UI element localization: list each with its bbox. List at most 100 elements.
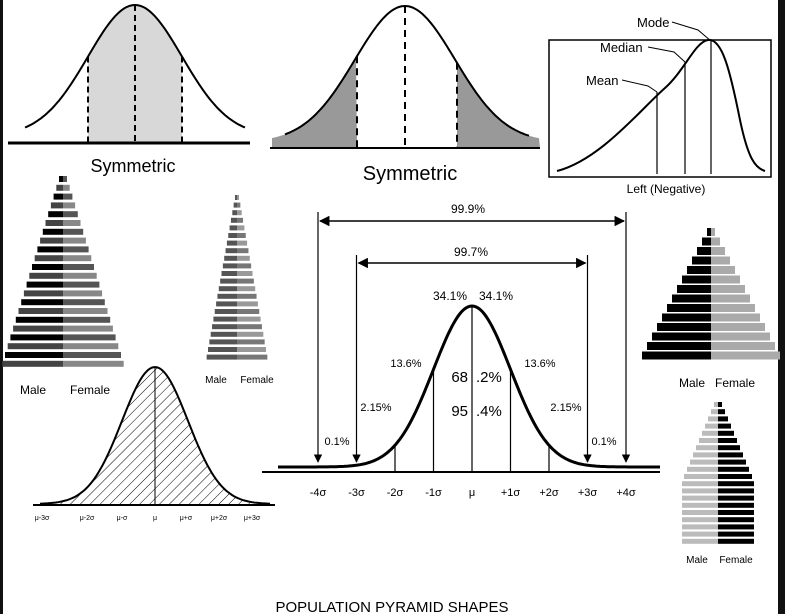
pyramid-bar <box>718 430 734 436</box>
pyramid-bar <box>63 272 97 279</box>
pyramid-bar <box>711 228 715 236</box>
label: Mode <box>637 15 670 30</box>
pyramid-bar <box>225 248 237 254</box>
pyramid-bar <box>682 510 718 515</box>
pyramid-bar <box>23 290 63 297</box>
pct-label: 34.1% <box>433 289 467 303</box>
pyramid-bar <box>18 308 63 314</box>
center-label: .2% <box>476 369 502 386</box>
label: Symmetric <box>91 156 176 176</box>
pyramid-bar <box>647 342 711 350</box>
pyramid-bar <box>714 402 718 407</box>
pyramid-bar <box>63 220 81 226</box>
pyramid-bar <box>63 343 119 350</box>
skew-curve <box>556 38 766 172</box>
pyramid-bar <box>711 266 735 274</box>
pyramid-bar <box>228 233 237 238</box>
pyramid-bar <box>657 323 711 331</box>
pyramid-bar <box>235 195 237 200</box>
pyramid-bar <box>718 488 754 494</box>
pyramid-bar <box>718 466 749 472</box>
label: Mean <box>586 73 619 88</box>
pyramid-bar <box>237 202 241 208</box>
pyramid-bar <box>237 278 254 284</box>
pyramid-bar <box>34 255 63 262</box>
pyramid-bar <box>237 354 268 360</box>
pyramid-bar <box>682 275 711 284</box>
pyramid-bar <box>696 445 718 451</box>
axis-label: +3σ <box>578 487 598 499</box>
pyramid-bar <box>652 332 711 341</box>
pyramid-bar <box>48 211 63 218</box>
frame <box>548 39 772 178</box>
pyramid-bar <box>682 531 718 537</box>
pyramid-bar <box>210 331 237 337</box>
pyramid-bar <box>711 342 775 350</box>
pyramid-bar <box>667 304 711 312</box>
pyramid-bar <box>718 409 725 415</box>
pyramid-bar <box>237 316 261 322</box>
label: Male <box>205 375 227 386</box>
axis-label: +2σ <box>539 487 559 499</box>
axis-label: μ-σ <box>117 515 128 522</box>
pyramid-bar <box>699 438 718 443</box>
pyramid-bar <box>15 316 64 323</box>
pyramid-bar <box>218 286 237 292</box>
pyramid-bar <box>224 255 237 261</box>
pyramid-bar <box>237 309 260 314</box>
pyramid-bar <box>708 416 718 422</box>
pyramid-bar <box>237 263 252 269</box>
pyramid-bar <box>237 293 257 299</box>
pyramid-bar <box>711 247 725 255</box>
shapes: μ-3σ μ-2σ μ-σ μ μ+σ μ+2σ μ+3σ -4σ -3σ -2σ -1σ μ +1σ +… <box>2 3 780 544</box>
pyramid-bar <box>682 538 718 544</box>
pyramid-bar <box>711 323 765 331</box>
pyramid-bar <box>63 316 111 323</box>
pyramid-bar <box>693 452 718 458</box>
pyramid-bar <box>63 308 108 314</box>
tail-left <box>272 57 357 148</box>
pct-label: 0.1% <box>324 436 349 448</box>
pyramid-bar <box>687 266 711 274</box>
pyramid-bar <box>642 351 711 360</box>
axis-label: μ+3σ <box>244 515 261 522</box>
pyramid-bar <box>63 228 84 235</box>
pyramid-bar <box>63 176 67 182</box>
pyramid-bar <box>707 228 711 236</box>
center-label: 68 <box>451 369 468 386</box>
pyramid-bar <box>237 331 264 337</box>
pyramid-bar <box>711 275 740 284</box>
pyramid-bar <box>220 278 237 284</box>
pyramid-bar <box>63 184 70 191</box>
pyramid-bar <box>684 474 718 479</box>
leader <box>671 21 712 42</box>
pyramid-bar <box>711 313 760 322</box>
pyramid-bar <box>697 247 711 255</box>
pyramid-bar <box>672 294 711 303</box>
pyramid-bar <box>705 423 718 429</box>
pyramid-bar <box>718 416 728 422</box>
shaded-area <box>88 5 182 143</box>
pyramid-bar <box>702 237 711 246</box>
pyramid-bar <box>63 193 73 200</box>
range-label: 99.9% <box>451 202 485 216</box>
pct-label: 2.15% <box>550 402 581 414</box>
pyramid-bar <box>237 217 244 223</box>
pyramid-bar <box>690 459 718 465</box>
pyramid-bar <box>718 459 746 465</box>
pyramid-bar <box>63 299 105 306</box>
label: Female <box>70 383 110 397</box>
pyramid-bar <box>702 430 718 436</box>
pyramid-bar <box>718 502 754 508</box>
pyramid-bar <box>2 360 64 367</box>
pyramid-bar <box>63 202 76 209</box>
axis-label: μ <box>469 487 475 499</box>
pyramid-bar <box>63 211 78 218</box>
pct-label: 34.1% <box>479 289 513 303</box>
pct-label: 0.1% <box>591 436 616 448</box>
frame-right <box>778 0 785 614</box>
pyramid-bar <box>237 271 253 276</box>
pyramid-bar <box>662 313 711 322</box>
pyramid-bar <box>63 237 86 244</box>
pyramid-bar <box>5 352 63 358</box>
